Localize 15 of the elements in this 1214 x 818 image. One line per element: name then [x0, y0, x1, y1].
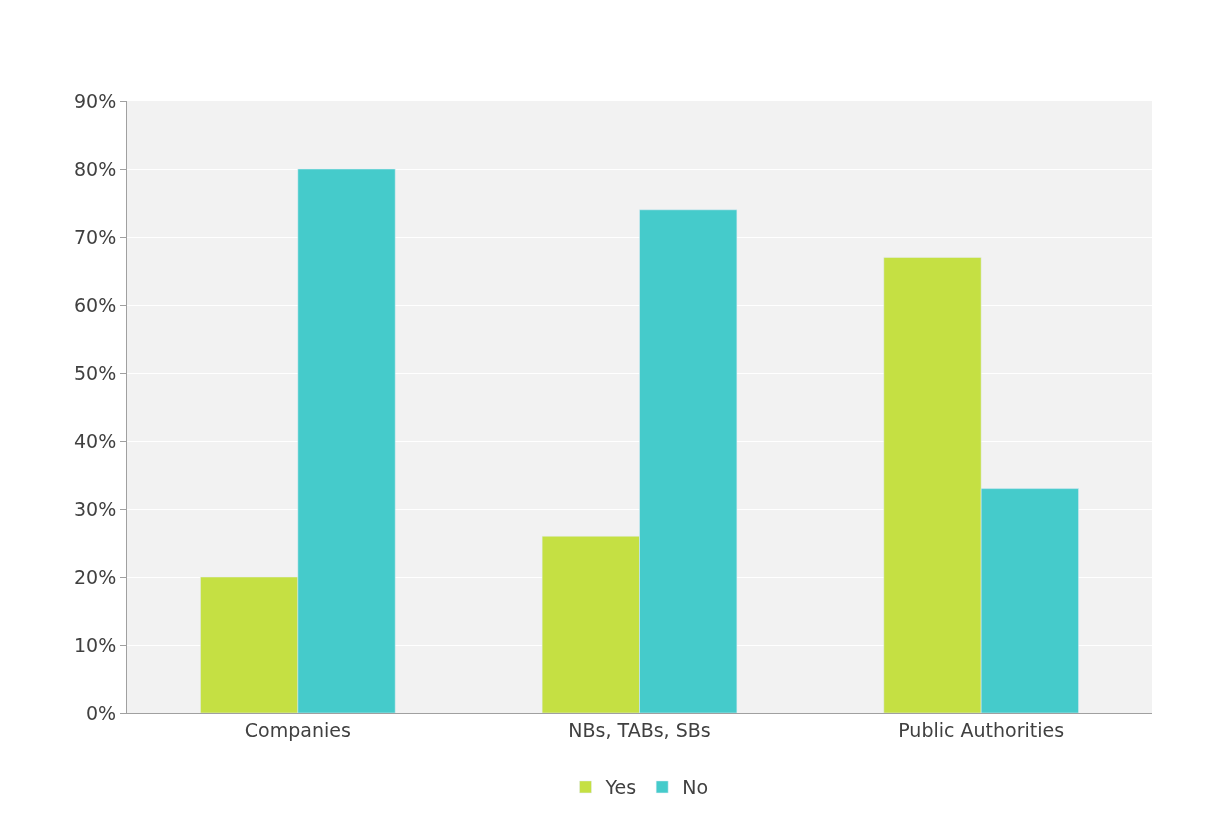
y-tick-label: 60% [73, 293, 117, 316]
y-tick-label: 90% [73, 89, 117, 112]
y-tick-label: 20% [73, 565, 117, 588]
y-tick-label: 10% [73, 633, 117, 656]
y-tick-label: 70% [73, 225, 117, 248]
y-tick-label: 80% [73, 157, 117, 180]
legend-label: No [682, 776, 709, 799]
y-tick-label: 40% [73, 429, 117, 452]
x-tick-label: Companies [244, 718, 351, 741]
y-tick-label: 0% [86, 701, 117, 724]
y-tick-label: 30% [73, 497, 117, 520]
x-tick-label: NBs, TABs, SBs [568, 718, 711, 741]
x-tick-label: Public Authorities [898, 718, 1065, 741]
legend-label: Yes [604, 776, 637, 799]
y-tick-label: 50% [73, 361, 117, 384]
